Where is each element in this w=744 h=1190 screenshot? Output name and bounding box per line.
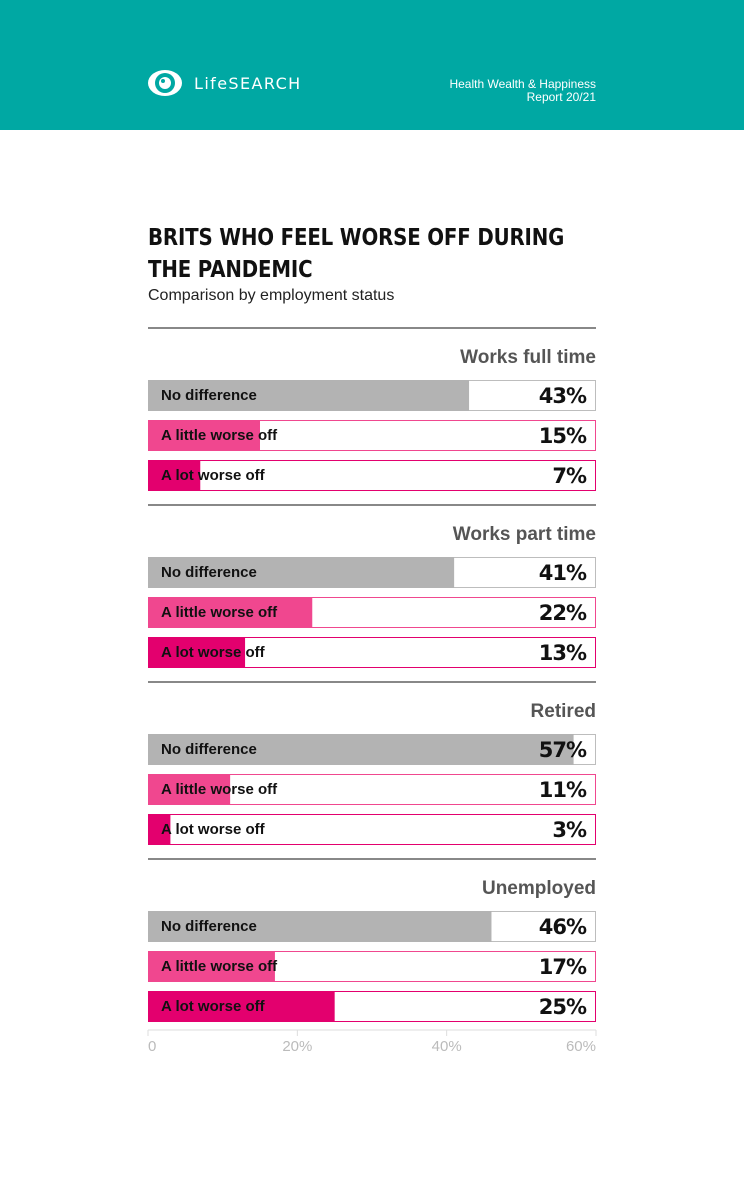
value-label: 13%: [539, 641, 587, 665]
brand-name: LifeSEARCH: [194, 73, 302, 93]
header-banner: LifeSEARCH Health Wealth & Happiness Rep…: [0, 0, 744, 130]
bar: [148, 951, 275, 982]
value-label: 3%: [552, 818, 587, 842]
bar: [148, 460, 201, 491]
category-label: No difference: [161, 564, 257, 581]
x-tick-label: 40%: [432, 1038, 462, 1055]
category-label: A little worse off: [161, 958, 278, 975]
chart-title: BRITS WHO FEEL WORSE OFF DURING THE PAND…: [148, 225, 565, 283]
x-tick-label: 0: [148, 1038, 156, 1055]
value-label: 25%: [539, 995, 587, 1019]
bar: [148, 380, 470, 411]
x-tick-label: 60%: [566, 1038, 596, 1055]
value-label: 17%: [539, 955, 587, 979]
report-year: Report 20/21: [526, 90, 596, 104]
group-label: Unemployed: [482, 878, 596, 899]
x-tick-label: 20%: [282, 1038, 312, 1055]
category-label: A lot worse off: [161, 998, 266, 1015]
category-label: No difference: [161, 741, 257, 758]
category-label: A little worse off: [161, 781, 278, 798]
bar: [148, 991, 335, 1022]
bar: [148, 557, 455, 588]
brand-logo: LifeSEARCH: [146, 68, 302, 98]
value-label: 41%: [539, 561, 587, 585]
chart-subtitle: Comparison by employment status: [148, 287, 395, 304]
category-label: A lot worse off: [161, 644, 266, 661]
value-label: 11%: [539, 778, 587, 802]
category-label: A lot worse off: [161, 467, 266, 484]
bar: [148, 734, 574, 765]
bar: [148, 597, 313, 628]
value-label: 7%: [552, 464, 587, 488]
bar: [148, 814, 171, 845]
group-label: Retired: [531, 701, 596, 722]
value-label: 22%: [539, 601, 587, 625]
category-label: A lot worse off: [161, 821, 266, 838]
bar: [148, 911, 492, 942]
bar: [148, 637, 246, 668]
group-label: Works part time: [453, 524, 596, 545]
report-title: Health Wealth & Happiness: [449, 77, 596, 91]
eye-logo-icon: [148, 70, 182, 96]
category-label: No difference: [161, 918, 257, 935]
bar-track: [148, 814, 596, 845]
report-label: Health Wealth & Happiness Report 20/21: [449, 78, 596, 104]
bar: [148, 774, 231, 805]
group-label: Works full time: [460, 347, 596, 368]
category-label: No difference: [161, 387, 257, 404]
value-label: 46%: [539, 915, 587, 939]
value-label: 57%: [539, 738, 587, 762]
category-label: A little worse off: [161, 604, 278, 621]
value-label: 43%: [539, 384, 587, 408]
category-label: A little worse off: [161, 427, 278, 444]
value-label: 15%: [539, 424, 587, 448]
bar: [148, 420, 260, 451]
bar-track: [148, 460, 596, 491]
